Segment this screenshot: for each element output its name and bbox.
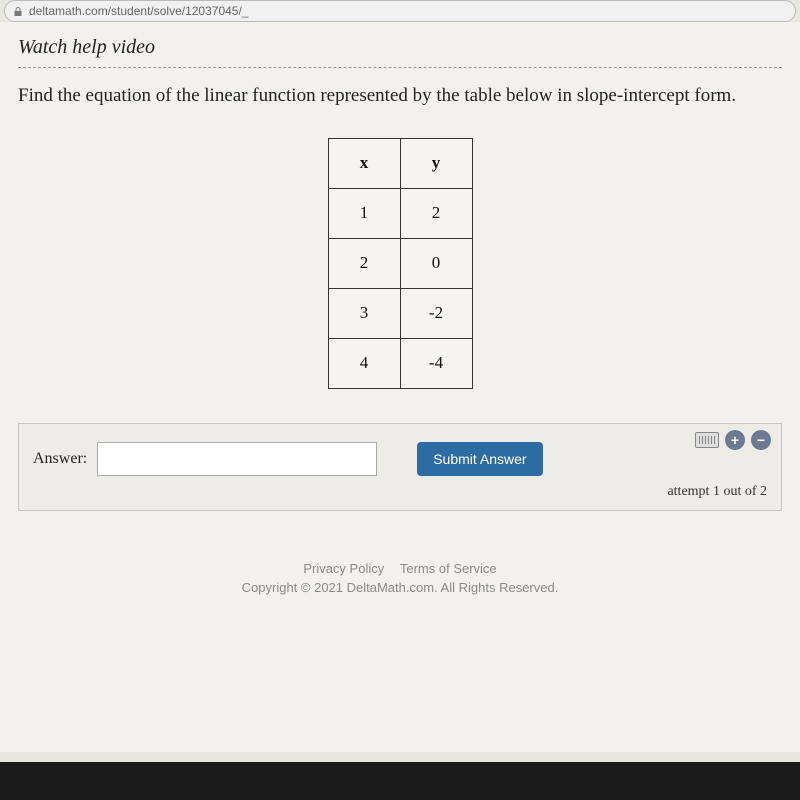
table-row: 4 -4 (328, 338, 472, 388)
table-header-y: y (400, 138, 472, 188)
terms-of-service-link[interactable]: Terms of Service (400, 561, 497, 576)
url-text: deltamath.com/student/solve/12037045/_ (29, 4, 248, 18)
answer-label: Answer: (33, 450, 87, 468)
submit-answer-button[interactable]: Submit Answer (417, 442, 542, 476)
minus-icon[interactable]: − (751, 430, 771, 450)
watch-help-video-link[interactable]: Watch help video (18, 36, 155, 59)
table-cell: -2 (400, 288, 472, 338)
table-header-x: x (328, 138, 400, 188)
page-footer: Privacy Policy Terms of Service Copyrigh… (18, 561, 782, 595)
answer-input[interactable] (97, 442, 377, 476)
desk-edge (0, 762, 800, 800)
table-row: 2 0 (328, 238, 472, 288)
table-cell: -4 (400, 338, 472, 388)
table-cell: 0 (400, 238, 472, 288)
xy-table: x y 1 2 2 0 3 -2 4 -4 (328, 138, 473, 389)
divider (18, 67, 782, 68)
table-cell: 1 (328, 188, 400, 238)
question-text: Find the equation of the linear function… (18, 82, 782, 110)
copyright-text: Copyright © 2021 DeltaMath.com. All Righ… (18, 580, 782, 595)
table-cell: 2 (400, 188, 472, 238)
table-cell: 3 (328, 288, 400, 338)
attempt-counter: attempt 1 out of 2 (33, 484, 767, 500)
input-toolbar: + − (695, 430, 771, 450)
page-content: Watch help video Find the equation of th… (0, 22, 800, 752)
lock-icon (13, 6, 23, 16)
browser-url-bar[interactable]: deltamath.com/student/solve/12037045/_ (4, 0, 796, 22)
answer-section: + − Answer: Submit Answer attempt 1 out … (18, 423, 782, 511)
table-cell: 2 (328, 238, 400, 288)
table-row: 1 2 (328, 188, 472, 238)
table-header-row: x y (328, 138, 472, 188)
keyboard-icon[interactable] (695, 432, 719, 448)
table-row: 3 -2 (328, 288, 472, 338)
privacy-policy-link[interactable]: Privacy Policy (303, 561, 384, 576)
plus-icon[interactable]: + (725, 430, 745, 450)
table-cell: 4 (328, 338, 400, 388)
